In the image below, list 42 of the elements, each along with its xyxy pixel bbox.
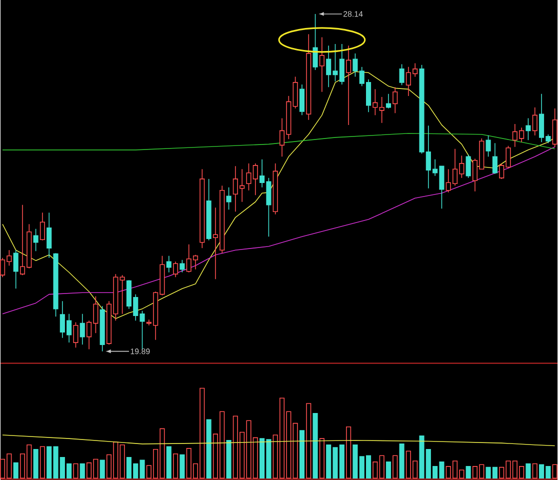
candlestick: [486, 134, 491, 158]
candlestick: [120, 274, 125, 314]
bar: [206, 419, 212, 478]
candlestick: [292, 76, 298, 109]
candlestick: [180, 259, 185, 273]
bar: [386, 461, 392, 478]
candlestick: [492, 142, 498, 174]
candlestick: [13, 250, 18, 289]
candlestick: [299, 84, 305, 116]
bar: [80, 463, 85, 478]
candlestick: [226, 186, 232, 210]
candlestick: [166, 255, 172, 273]
bar: [526, 463, 531, 478]
candlestick: [319, 36, 324, 92]
candlestick: [466, 154, 471, 178]
candlestick: [80, 313, 85, 345]
candlestick: [532, 106, 538, 136]
bar: [226, 440, 232, 478]
candlestick: [352, 52, 358, 78]
bar: [13, 462, 18, 478]
candlestick: [40, 212, 45, 241]
candlestick: [73, 322, 78, 348]
bar: [312, 412, 318, 478]
candlestick: [346, 45, 352, 126]
bar: [100, 460, 105, 478]
bar: [299, 430, 305, 478]
bar: [166, 446, 172, 478]
candlestick: [392, 86, 398, 114]
bar: [466, 466, 471, 478]
candlestick: [33, 228, 38, 252]
candlestick: [312, 14, 318, 70]
bar: [33, 448, 38, 478]
candlestick: [399, 64, 404, 86]
candlestick: [379, 96, 384, 124]
candlestick: [526, 118, 531, 140]
candlestick: [46, 212, 52, 258]
candlestick: [386, 93, 392, 109]
candlestick: [372, 88, 378, 116]
bar: [399, 444, 404, 478]
bar: [352, 444, 358, 478]
bar: [180, 454, 185, 478]
candlestick: [173, 261, 178, 278]
